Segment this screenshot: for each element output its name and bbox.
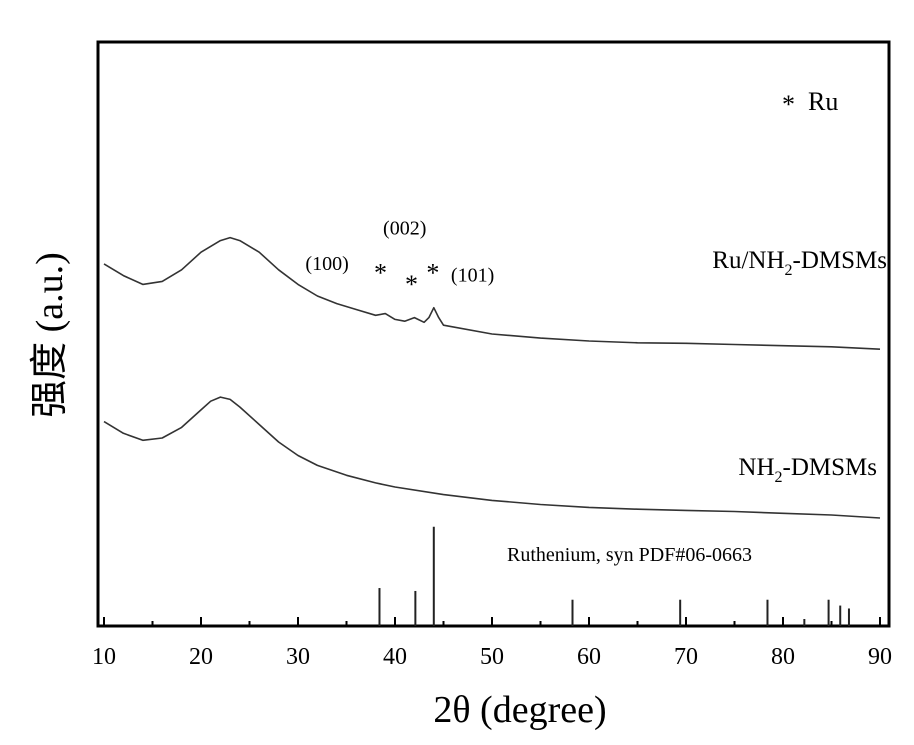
legend-marker: *	[782, 90, 795, 119]
reference-pattern	[379, 527, 848, 626]
legend-label: Ru	[808, 87, 838, 116]
x-axis-title: 2θ (degree)	[433, 689, 606, 731]
legend: * Ru	[782, 87, 838, 119]
x-tick-label: 80	[771, 644, 795, 670]
peak-annotations: (100)*(002)**(101)	[305, 218, 494, 299]
x-axis-tick-labels: 10 20 30 40 50 60 70 80 90	[92, 644, 892, 670]
peak-label: (002)	[383, 218, 426, 240]
x-tick-label: 60	[577, 644, 601, 670]
peak-label: (100)	[305, 253, 348, 275]
x-tick-label: 40	[383, 644, 407, 670]
x-tick-label: 30	[286, 644, 310, 670]
x-tick-label: 70	[674, 644, 698, 670]
reference-label: Ruthenium, syn PDF#06-0663	[507, 544, 752, 566]
peak-label: (101)	[451, 264, 494, 286]
x-tick-label: 20	[189, 644, 213, 670]
series-label-nh2-dmsms: NH2-DMSMs	[738, 454, 877, 486]
x-tick-label: 50	[480, 644, 504, 670]
x-tick-label: 10	[92, 644, 116, 670]
peak-marker: *	[374, 258, 387, 287]
x-tick-label: 90	[868, 644, 892, 670]
y-axis-title: 强度 (a.u.)	[29, 252, 71, 418]
peak-marker: *	[405, 270, 418, 299]
peak-marker: *	[426, 258, 439, 287]
series-label-ru-nh2-dmsms: Ru/NH2-DMSMs	[712, 247, 887, 279]
